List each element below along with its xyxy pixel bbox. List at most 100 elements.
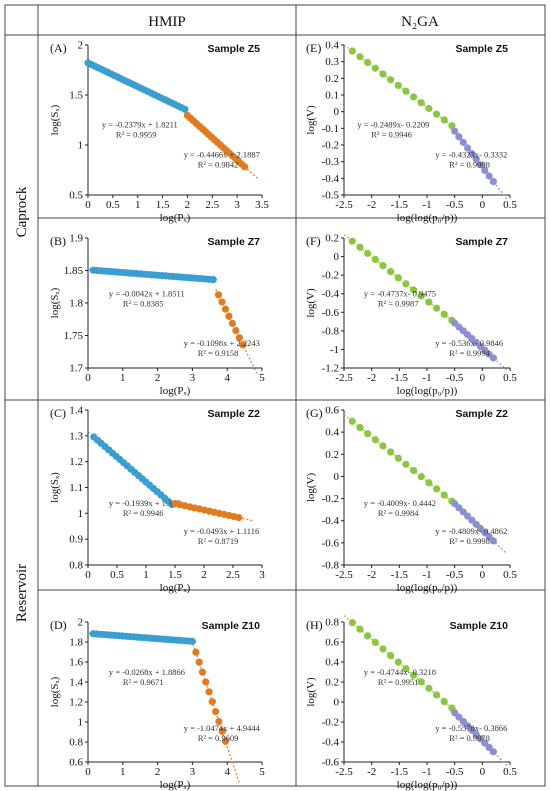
equation-label: y = -0.4737x- 0.9475 [364, 289, 436, 299]
equation-label: y = -0.0042x + 1.8511 [109, 289, 185, 299]
data-point [379, 645, 387, 653]
x-axis-label: log(log(p₀/p)) [397, 212, 458, 224]
outer-border [4, 4, 546, 787]
data-point [371, 64, 379, 72]
equation-label: y = -0.4323x- 0.3332 [435, 150, 507, 160]
x-tick-label: -2 [367, 199, 376, 211]
equation-label: y = -0.536x- 0.9846 [435, 338, 503, 348]
panel-letter: (D) [50, 618, 67, 632]
y-axis-label: log(Sₓ) [49, 104, 61, 135]
data-point [379, 442, 387, 450]
x-tick-label: 3.5 [255, 199, 269, 211]
data-point [402, 280, 410, 288]
panel-letter: (F) [306, 234, 321, 248]
r-squared-label: R² = 0.9998 [449, 536, 490, 546]
data-point [371, 436, 379, 444]
equation-label: y = -0.2379x + 1.8211 [102, 120, 178, 130]
x-tick-label: -2 [367, 372, 376, 384]
data-point [379, 70, 387, 78]
data-point [232, 326, 240, 335]
data-point [202, 678, 210, 686]
y-tick-label: 0.8 [325, 617, 339, 629]
data-point [409, 286, 418, 294]
chart-panels: 0 0.5 1 1.5 2 2.5 3 3.50.511.52log(Pₓ)log(Sₓ)(A… [49, 40, 517, 791]
x-axis-label: log(log(p₀/p)) [397, 385, 458, 397]
y-tick-label: 0.8 [69, 560, 83, 572]
data-point [215, 717, 223, 726]
data-point [432, 485, 441, 493]
x-tick-label: -2.5 [335, 569, 353, 581]
x-tick-label: 1 [135, 199, 141, 211]
equation-label: y = -0.4466x + 2.1887 [184, 150, 260, 160]
y-tick-label: 1 [78, 717, 84, 729]
data-point [356, 53, 364, 61]
x-tick-label: 0.5 [503, 569, 517, 581]
y-tick-label: -0.2 [322, 717, 339, 729]
sample-label: Sample Z5 [455, 43, 508, 55]
x-tick-label: -0.5 [446, 199, 464, 211]
data-point [455, 133, 463, 141]
y-axis-label: log(Sₓ) [49, 676, 61, 707]
panel-letter: (E) [306, 41, 321, 55]
y-tick-label: 0.4 [325, 427, 339, 439]
data-point [364, 632, 372, 640]
x-tick-label: 0.5 [106, 199, 120, 211]
sample-label: Sample Z7 [207, 236, 260, 248]
x-tick-label: 5 [259, 372, 265, 384]
y-tick-label: 1.5 [69, 90, 83, 102]
x-axis-label: log(log(p₀/p)) [397, 582, 458, 594]
data-point [468, 149, 476, 158]
data-point [485, 172, 493, 180]
column-header-hmip: HMIP [148, 14, 186, 30]
data-point [448, 122, 456, 130]
data-point [356, 423, 364, 432]
x-tick-label: 0 [480, 569, 486, 581]
data-point [440, 310, 448, 318]
x-axis-label: log(Pₓ) [160, 779, 191, 791]
data-point [371, 255, 379, 264]
data-point [235, 334, 243, 342]
x-tick-label: 1 [120, 372, 126, 384]
data-point [364, 249, 372, 257]
y-tick-label: -0.2 [322, 270, 339, 282]
x-tick-label: 3 [259, 569, 265, 581]
data-point [425, 479, 433, 487]
data-point [402, 87, 410, 95]
y-tick-label: -0.1 [322, 123, 339, 135]
r-squared-label: R² = 0.9609 [198, 733, 239, 743]
x-axis-label: log(Pₓ) [160, 385, 191, 397]
data-point [402, 665, 410, 673]
x-tick-label: 3 [190, 372, 196, 384]
data-point [205, 688, 213, 696]
data-point [394, 454, 402, 462]
x-tick-label: -2.5 [335, 372, 353, 384]
y-tick-label: 0.2 [325, 677, 339, 689]
x-tick-label: 2 [201, 569, 207, 581]
equation-label: y = -0.0493x + 1.1116 [184, 526, 260, 536]
y-tick-label: 1.8 [69, 298, 83, 310]
x-tick-label: -0.5 [446, 766, 464, 778]
data-point [417, 678, 425, 686]
data-point [348, 47, 356, 55]
data-point [432, 304, 441, 312]
data-point [221, 305, 230, 313]
data-point [225, 312, 233, 320]
chart-panel-0: 0 0.5 1 1.5 2 2.5 3 3.50.511.52log(Pₓ)log(Sₓ)(A… [49, 40, 269, 225]
data-point [440, 116, 448, 124]
data-point [489, 354, 497, 362]
y-axis-label: log(Sₓ) [49, 287, 61, 318]
x-tick-label: 3 [234, 199, 240, 211]
y-tick-label: -0.6 [322, 307, 340, 319]
x-tick-label: 0 [85, 569, 91, 581]
panel-letter: (A) [50, 41, 67, 55]
sample-label: Sample Z2 [455, 408, 508, 420]
x-tick-label: 2 [185, 199, 191, 211]
y-tick-label: 2 [78, 617, 84, 629]
r-squared-label: R² = 0.9946 [371, 130, 412, 140]
data-point [409, 93, 418, 101]
data-point [348, 417, 356, 425]
data-point [356, 243, 364, 251]
data-point [208, 698, 216, 706]
panel-letter: (B) [50, 234, 66, 248]
data-point [348, 237, 356, 245]
